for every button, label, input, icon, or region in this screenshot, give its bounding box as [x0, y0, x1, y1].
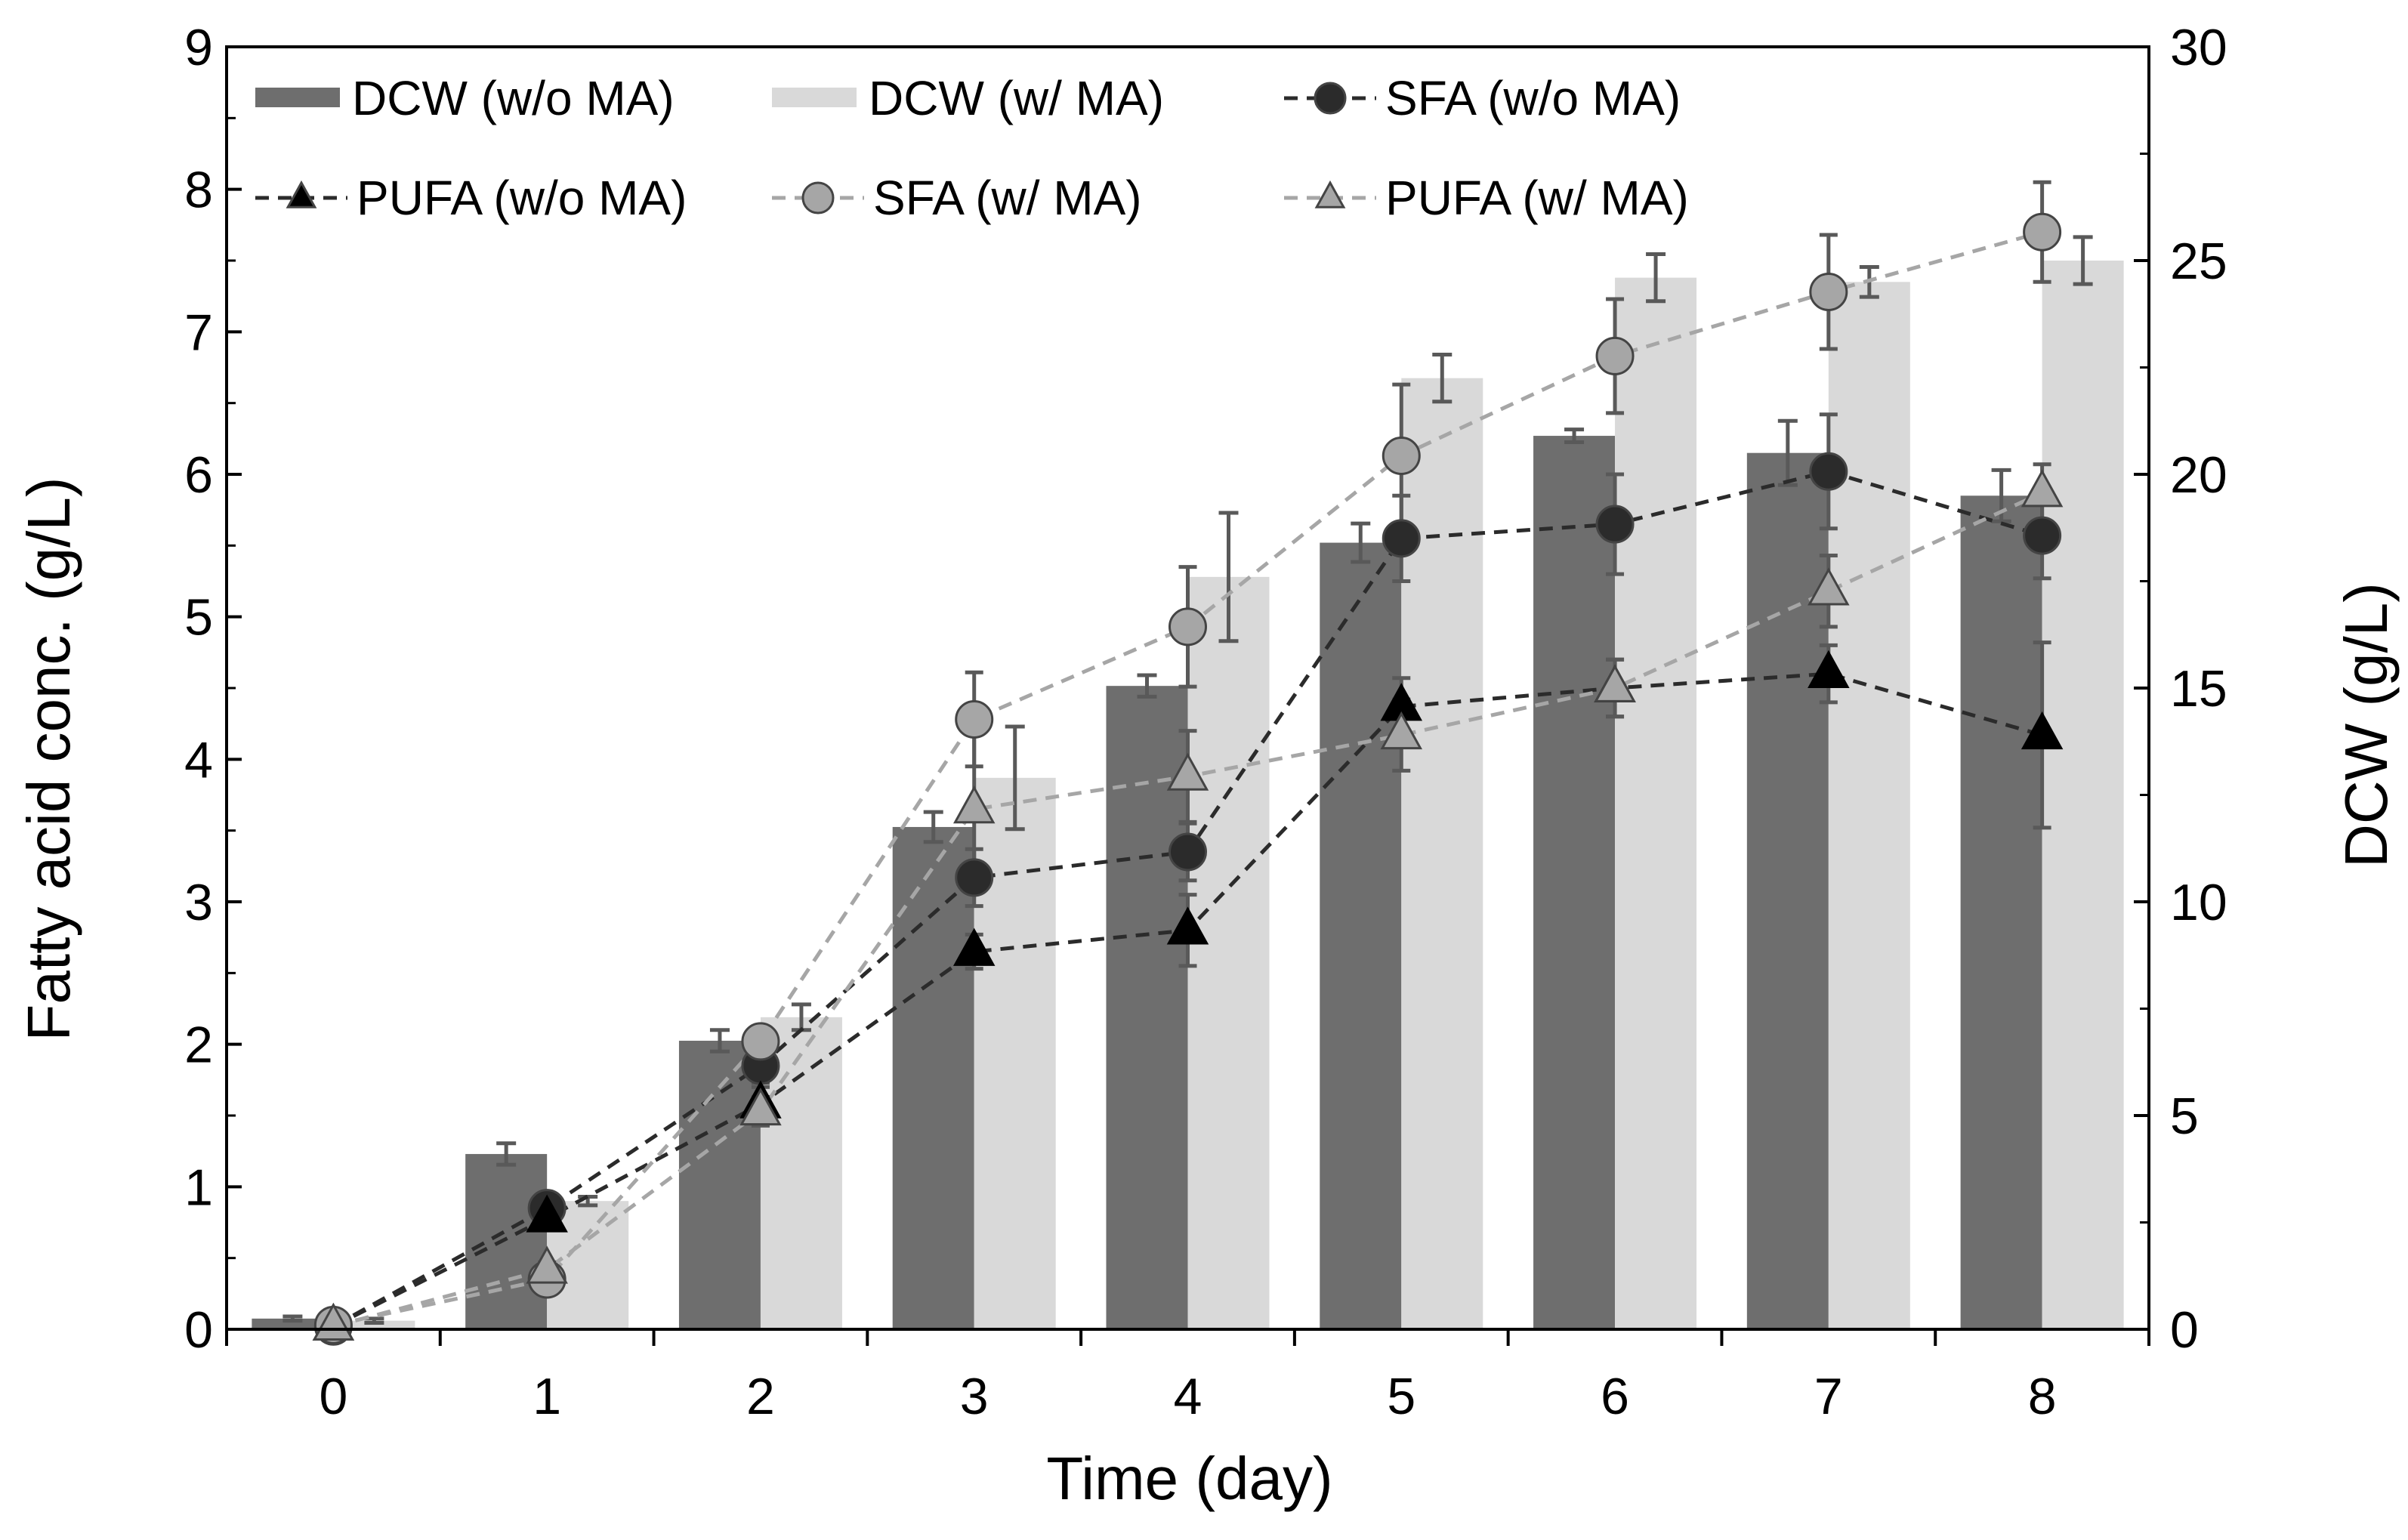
y2-tick-label: 0: [2170, 1301, 2199, 1359]
bar-0-0: [252, 1318, 334, 1329]
y-tick-label: 3: [184, 874, 213, 931]
bar-0-3: [892, 826, 974, 1329]
data-point-0-3: [955, 858, 994, 897]
legend-item-0: DCW (w/o MA): [255, 71, 675, 125]
data-point-3-1: [526, 1245, 568, 1284]
axes-layer: 0 1 2 3 4 5 6 7 8 9 0 5 10 15 20 25 30 0 1 2 3 4 5 6 7 8: [184, 19, 2227, 1425]
bar-1-4: [1187, 576, 1270, 1329]
data-point-0-4: [1168, 832, 1207, 872]
lines-layer: [312, 180, 2064, 1346]
data-point-2-8: [2023, 212, 2062, 252]
legend-label-5: PUFA (w/ MA): [1385, 171, 1689, 225]
legend-item-3: PUFA (w/o MA): [255, 171, 687, 225]
y2-tick-label: 10: [2170, 874, 2227, 931]
x-axis-title: Time (day): [1046, 1445, 1332, 1512]
y-tick-label: 2: [184, 1017, 213, 1074]
y2-axis-title: DCW (g/L): [2332, 582, 2400, 868]
bar-1-3: [974, 777, 1056, 1329]
legend-item-5: PUFA (w/ MA): [1284, 171, 1689, 225]
bar-1-8: [2042, 261, 2124, 1329]
legend-marker-4: [801, 181, 835, 214]
legend-label-2: SFA (w/o MA): [1385, 71, 1681, 125]
y-tick-label: 1: [184, 1159, 213, 1216]
legend-swatch-0: [255, 88, 340, 107]
bar-1-5: [1401, 378, 1483, 1329]
data-point-1-1: [526, 1194, 568, 1233]
legend-item-2: SFA (w/o MA): [1284, 71, 1681, 125]
bar-0-7: [1746, 452, 1829, 1330]
data-point-3-5: [1380, 711, 1423, 750]
y2-tick-label: 5: [2170, 1088, 2199, 1145]
x-tick-label: 6: [1601, 1368, 1629, 1425]
data-point-1-8: [2021, 711, 2064, 750]
data-point-3-3: [952, 785, 996, 824]
data-point-2-3: [955, 700, 994, 739]
x-tick-label: 0: [319, 1368, 347, 1425]
bar-0-5: [1320, 542, 1402, 1329]
data-point-1-7: [1808, 650, 1850, 688]
legend-label-3: PUFA (w/o MA): [357, 171, 687, 225]
bar-1-6: [1615, 277, 1697, 1329]
y-tick-label: 9: [184, 19, 213, 76]
x-tick-label: 4: [1174, 1368, 1202, 1425]
data-point-3-7: [1808, 567, 1850, 606]
data-point-3-4: [1166, 752, 1209, 791]
data-point-3-6: [1594, 664, 1636, 702]
legend-marker-3: [286, 180, 317, 208]
bar-1-0: [333, 1320, 415, 1329]
y-tick-label: 8: [184, 162, 213, 219]
y2-tick-label: 30: [2170, 19, 2227, 76]
x-tick-label: 5: [1387, 1368, 1415, 1425]
data-point-0-6: [1595, 505, 1635, 544]
y-tick-label: 4: [184, 731, 213, 789]
data-point-0-7: [1809, 452, 1848, 491]
y-tick-label: 5: [184, 589, 213, 647]
bar-0-1: [465, 1153, 548, 1329]
data-point-0-8: [2023, 516, 2062, 555]
x-tick-label: 1: [533, 1368, 561, 1425]
legend-item-4: SFA (w/ MA): [772, 171, 1142, 225]
x-tick-label: 3: [960, 1368, 989, 1425]
bar-1-7: [1828, 282, 1910, 1329]
y-axis-title: Fatty acid conc. (g/L): [15, 477, 82, 1042]
bar-0-6: [1533, 436, 1616, 1329]
x-tick-label: 8: [2028, 1368, 2057, 1425]
legend-marker-2: [1314, 82, 1347, 115]
data-point-2-4: [1168, 607, 1207, 647]
y2-tick-label: 25: [2170, 233, 2227, 290]
x-tick-label: 2: [746, 1368, 775, 1425]
legend-label-0: DCW (w/o MA): [352, 71, 675, 125]
y2-tick-label: 20: [2170, 446, 2227, 504]
y2-tick-label: 15: [2170, 660, 2227, 718]
data-point-3-0: [312, 1302, 355, 1341]
legend-item-1: DCW (w/ MA): [772, 71, 1164, 125]
data-point-1-3: [952, 927, 996, 966]
data-point-2-2: [741, 1022, 780, 1061]
bars-layer: [252, 235, 2124, 1330]
legend-label-4: SFA (w/ MA): [873, 171, 1142, 225]
bar-0-8: [1960, 495, 2042, 1329]
y-tick-label: 0: [184, 1301, 213, 1359]
data-point-3-8: [2021, 469, 2064, 508]
x-tick-label: 7: [1814, 1368, 1843, 1425]
legend-swatch-1: [772, 88, 857, 107]
legend-marker-5: [1314, 180, 1346, 208]
y-tick-label: 6: [184, 446, 213, 504]
bar-0-2: [678, 1040, 761, 1329]
bar-0-4: [1106, 686, 1188, 1329]
data-point-2-7: [1809, 273, 1848, 312]
data-point-1-4: [1166, 906, 1209, 945]
data-point-2-6: [1595, 336, 1635, 375]
legend: DCW (w/o MA) DCW (w/ MA) SFA (w/o MA) PUFA …: [255, 71, 1689, 225]
legend-label-1: DCW (w/ MA): [869, 71, 1164, 125]
data-point-0-5: [1382, 519, 1421, 558]
data-point-3-2: [739, 1087, 782, 1126]
y-tick-label: 7: [184, 304, 213, 361]
data-point-2-5: [1382, 436, 1421, 475]
